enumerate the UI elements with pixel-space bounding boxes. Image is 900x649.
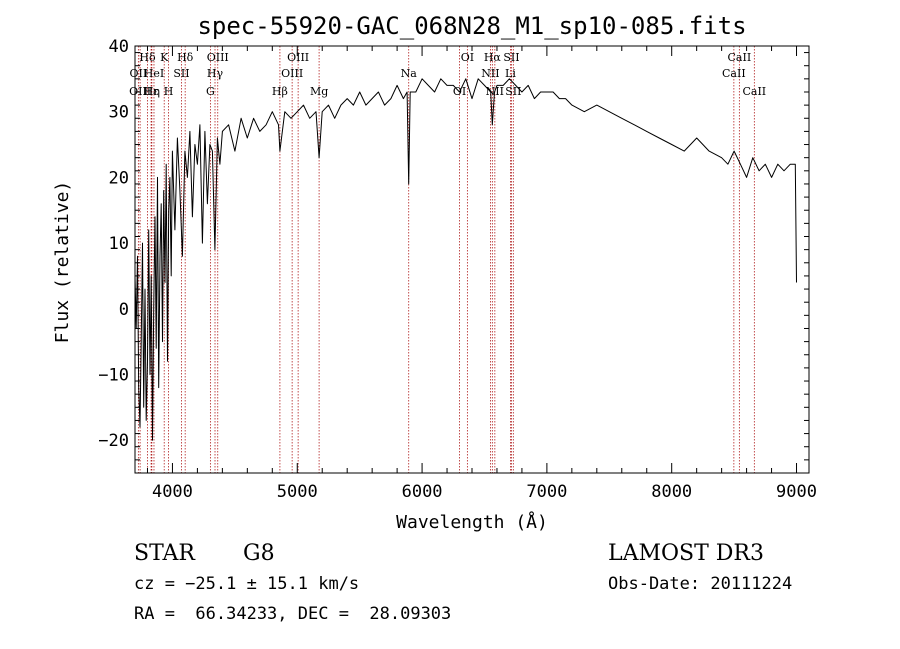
spectral-line-label: Li [505,67,516,80]
spectral-line-label: OIII [281,67,303,80]
spectral-line-label: Mg [310,85,328,98]
spectral-line-label: H [164,85,174,98]
x-axis-label: Wavelength (Å) [396,511,548,533]
spectral-line-label: K [160,51,169,64]
y-tick-label: −20 [98,431,129,451]
y-tick-label: 20 [109,168,129,188]
obs-date-line: Obs-Date: 20111224 [608,574,793,594]
spectrum-line [134,78,797,441]
spectral-line-label: CaII [742,85,766,98]
y-tick-label: −10 [98,365,129,385]
spectral-line-label: Na [401,67,418,80]
plot-frame [134,45,810,474]
spectral-line-label: OI [461,51,474,64]
redshift-line: cz = −25.1 ± 15.1 km/s [134,574,360,594]
spectral-line-label: Hδ [177,51,194,64]
x-tick-label: 4000 [152,482,193,502]
spectral-line-label: OIII [287,51,309,64]
coordinates-line: RA = 66.34233, DEC = 28.09303 [134,604,452,624]
spectral-line-label: Hγ [207,67,224,80]
y-tick-label: 40 [109,37,129,57]
y-tick-label: 30 [109,103,129,123]
spectral-line-label: SII [173,67,189,80]
spectral-line-label: CaII [728,51,752,64]
object-class: STAR [134,541,195,566]
spectral-line-label: SII [505,85,521,98]
spectral-line-label: Hβ [272,85,288,98]
x-tick-label: 6000 [402,482,443,502]
spectrum-chart: spec-55920-GAC_068N28_M1_sp10-085.fits W… [52,12,817,533]
object-subclass: G8 [243,541,275,566]
spectral-line-label: OIII [207,51,229,64]
spectral-line-label: HeI [144,67,164,80]
spectral-line-label: OII [130,67,148,80]
spectral-line-label: SII [503,51,519,64]
spectral-line-label: Hδ [139,51,156,64]
chart-title: spec-55920-GAC_068N28_M1_sp10-085.fits [197,12,746,40]
spectral-line-label: Hα [484,51,502,64]
spectral-line-label: NII [481,67,499,80]
spectral-line-label: CaII [722,67,746,80]
spectral-line-label: G [206,85,215,98]
x-tick-label: 8000 [651,482,692,502]
y-tick-label: 0 [119,300,129,320]
x-tick-label: 5000 [277,482,318,502]
spectral-line-label: Hε [143,85,159,98]
x-tick-label: 7000 [526,482,567,502]
y-tick-label: 10 [109,234,129,254]
spectral-line-label: Hη [144,85,160,98]
y-axis-label: Flux (relative) [52,181,73,344]
x-tick-label: 9000 [776,482,817,502]
survey-name: LAMOST DR3 [608,541,764,566]
